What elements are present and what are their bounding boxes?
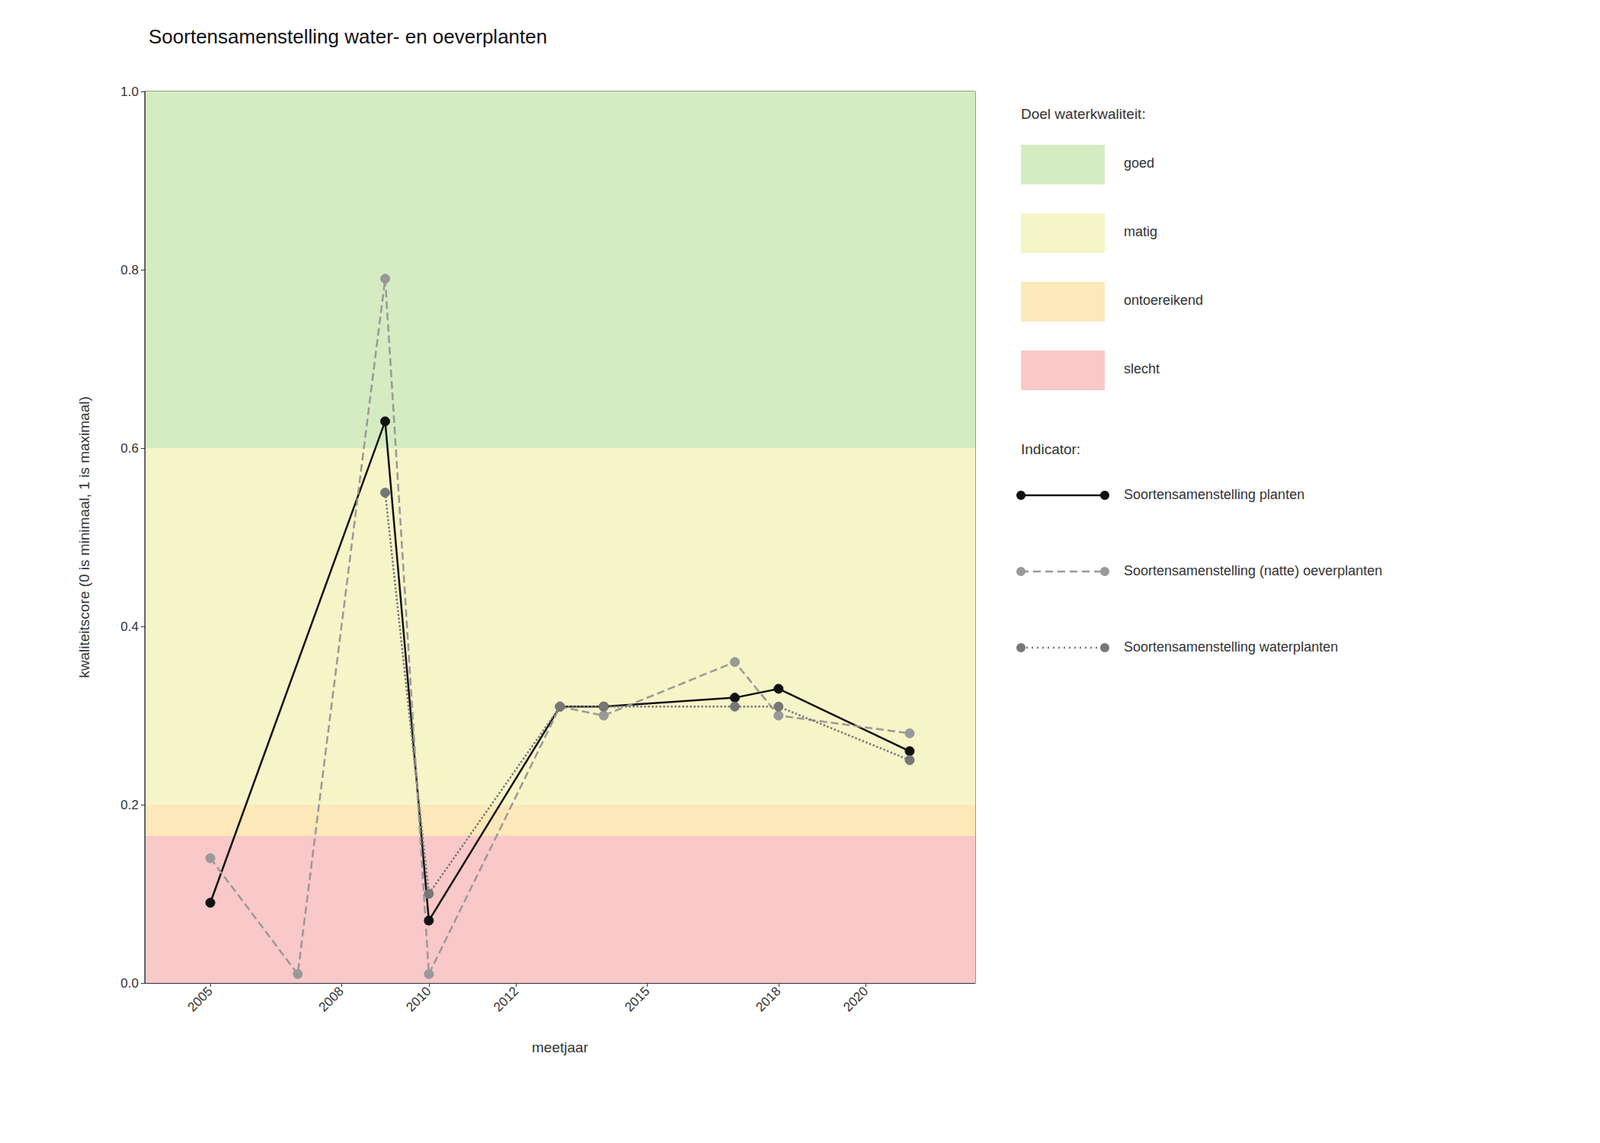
svg-text:2015: 2015 [621, 983, 653, 1015]
svg-text:kwaliteitscore (0 is minimaal,: kwaliteitscore (0 is minimaal, 1 is maxi… [76, 396, 93, 679]
svg-text:2005: 2005 [185, 983, 216, 1015]
svg-text:Indicator:: Indicator: [1020, 441, 1081, 458]
svg-text:0.8: 0.8 [120, 262, 139, 278]
svg-text:ontoereikend: ontoereikend [1123, 292, 1204, 308]
svg-text:0.2: 0.2 [120, 797, 139, 813]
svg-text:2008: 2008 [316, 983, 347, 1015]
svg-text:Soortensamenstelling water- en: Soortensamenstelling water- en oeverplan… [148, 25, 548, 48]
svg-text:meetjaar: meetjaar [531, 1039, 589, 1056]
svg-text:goed: goed [1123, 155, 1155, 171]
svg-text:0.0: 0.0 [120, 976, 139, 991]
svg-text:0.4: 0.4 [120, 619, 139, 634]
svg-text:2012: 2012 [490, 983, 522, 1015]
svg-text:Soortensamenstelling planten: Soortensamenstelling planten [1123, 486, 1305, 503]
svg-text:2020: 2020 [840, 983, 871, 1015]
svg-text:2010: 2010 [403, 983, 434, 1015]
svg-text:Doel waterkwaliteit:: Doel waterkwaliteit: [1020, 105, 1146, 122]
svg-text:2018: 2018 [752, 983, 784, 1015]
svg-text:Soortensamenstelling waterplan: Soortensamenstelling waterplanten [1123, 639, 1338, 655]
svg-text:1.0: 1.0 [120, 84, 139, 100]
svg-text:matig: matig [1123, 224, 1158, 240]
svg-text:0.6: 0.6 [120, 441, 139, 456]
svg-text:slecht: slecht [1123, 361, 1160, 377]
svg-text:Soortensamenstelling (natte) o: Soortensamenstelling (natte) oeverplante… [1123, 563, 1383, 579]
